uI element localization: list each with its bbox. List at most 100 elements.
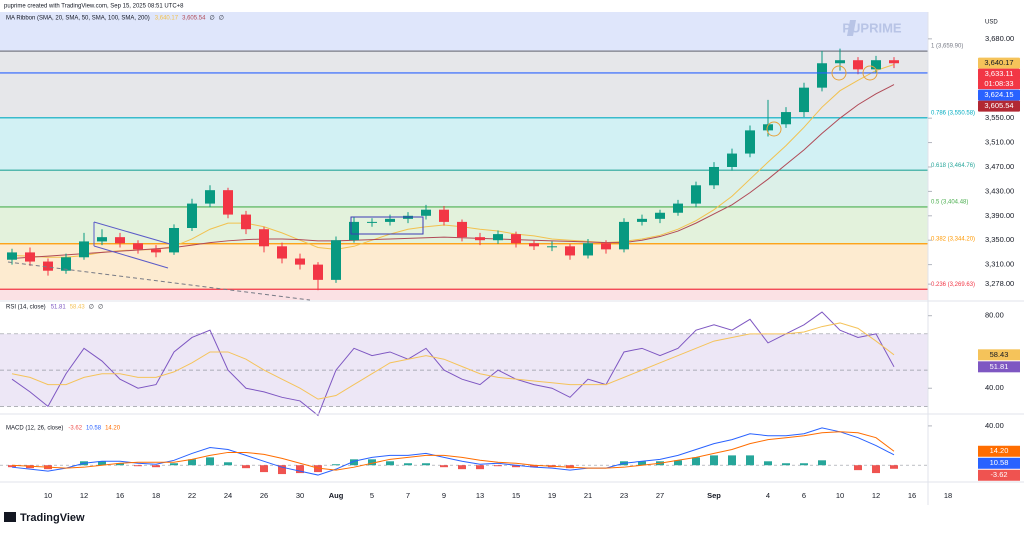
- fib-band: [0, 51, 928, 118]
- price-label: 3,633.11: [985, 69, 1014, 78]
- histogram-bar: [728, 455, 736, 466]
- value-label: 14.20: [990, 446, 1009, 455]
- candle-body: [331, 240, 341, 280]
- price-label-bg: [978, 100, 1020, 112]
- legend-value: ∅: [98, 304, 103, 311]
- x-tick-label: Sep: [707, 491, 721, 500]
- candle-body: [205, 190, 215, 204]
- legend-value: ∅: [89, 304, 94, 311]
- legend-value: -3.62: [68, 426, 82, 432]
- candle-body: [385, 218, 395, 222]
- candle-body: [151, 249, 161, 253]
- candle-body: [817, 63, 827, 88]
- candle-body: [655, 212, 665, 219]
- histogram-bar: [224, 462, 232, 466]
- histogram-bar: [674, 460, 682, 466]
- value-label: 58.43: [990, 350, 1009, 359]
- x-tick-label: 12: [80, 491, 88, 500]
- countdown: 01:08:33: [984, 79, 1013, 88]
- fib-band: [0, 170, 928, 207]
- candle-body: [259, 229, 269, 247]
- histogram-bar: [278, 465, 286, 475]
- value-label-bg: [978, 457, 1020, 469]
- rsi-line: [11, 311, 895, 417]
- candle-body: [277, 246, 287, 259]
- x-tick-label: 6: [802, 491, 806, 500]
- candle-body: [421, 209, 431, 216]
- histogram-bar: [530, 465, 538, 468]
- watermark-icon: [847, 20, 856, 36]
- legend-value: 10.58: [86, 426, 102, 432]
- y-tick-label: 3,350.00: [985, 235, 1014, 244]
- candle-body: [241, 214, 251, 230]
- price-label: 3,640.17: [984, 58, 1013, 67]
- rsi-line: [11, 322, 895, 400]
- y-tick-label: 3,390.00: [985, 211, 1014, 220]
- y-tick-label: 3,470.00: [985, 162, 1014, 171]
- y-tick-label: 40.00: [985, 383, 1004, 392]
- histogram-bar: [818, 460, 826, 466]
- histogram-bar: [98, 461, 106, 466]
- x-tick-label: 12: [872, 491, 880, 500]
- footer-logo: TradingView: [20, 512, 85, 524]
- histogram-bar: [152, 465, 160, 468]
- histogram-bar: [170, 463, 178, 466]
- x-tick-label: 19: [548, 491, 556, 500]
- fib-band: [0, 117, 928, 171]
- x-tick-label: 9: [442, 491, 446, 500]
- histogram-bar: [710, 455, 718, 466]
- histogram-bar: [116, 463, 124, 466]
- histogram-bar: [800, 463, 808, 466]
- candle-body: [7, 252, 17, 260]
- candle-body: [61, 257, 71, 271]
- highlight-circle: [862, 65, 878, 81]
- x-tick-label: 5: [370, 491, 374, 500]
- candle-body: [745, 130, 755, 154]
- candle-body: [97, 237, 107, 242]
- candle-body: [637, 218, 647, 222]
- fib-label: 0.786 (3,550.58): [931, 110, 975, 116]
- moving-average: [11, 84, 895, 260]
- candle-body: [889, 60, 899, 64]
- candle-body: [835, 60, 845, 64]
- legend-value: 3,640.17: [155, 16, 179, 22]
- candle-body: [709, 166, 719, 186]
- histogram-bar: [242, 465, 250, 469]
- candle-body: [475, 237, 485, 241]
- histogram-bar: [512, 465, 520, 468]
- candle-body: [583, 243, 593, 256]
- histogram-bar: [764, 461, 772, 466]
- y-tick-label: 80.00: [985, 311, 1004, 320]
- macd-line: [11, 431, 895, 471]
- x-tick-label: 21: [584, 491, 592, 500]
- legend-title: RSI (14, close): [6, 305, 46, 311]
- backgrounds: [0, 12, 928, 407]
- candle-body: [547, 246, 557, 248]
- legend-value: 51.81: [51, 305, 67, 311]
- drawn-trendline: [7, 261, 311, 301]
- histogram-bar: [296, 465, 304, 474]
- fib-label: 1 (3,659.90): [931, 44, 963, 50]
- y-tick-label: 3,680.00: [985, 34, 1014, 43]
- histogram-bar: [638, 461, 646, 466]
- histogram-bar: [494, 465, 502, 467]
- x-tick-label: 18: [152, 491, 160, 500]
- legend-value: ∅: [209, 15, 214, 22]
- histogram-bar: [332, 464, 340, 466]
- legend-title: MA Ribbon (SMA, 20, SMA, 50, SMA, 100, S…: [6, 16, 150, 22]
- y-tick-label: 3,310.00: [985, 260, 1014, 269]
- x-tick-label: 18: [944, 491, 952, 500]
- fib-label: 0.618 (3,464.76): [931, 163, 975, 169]
- histogram-bar: [260, 465, 268, 473]
- price-label: 3,605.54: [984, 101, 1013, 110]
- histogram-bar: [854, 465, 862, 471]
- histogram-bar: [404, 463, 412, 466]
- value-label: 10.58: [990, 458, 1009, 467]
- candle-body: [25, 252, 35, 262]
- price-label: 3,624.15: [984, 90, 1013, 99]
- fib-band: [0, 243, 928, 290]
- x-tick-label: 10: [44, 491, 52, 500]
- histogram-bar: [386, 461, 394, 466]
- fib-label: 0.382 (3,344.20): [931, 236, 975, 242]
